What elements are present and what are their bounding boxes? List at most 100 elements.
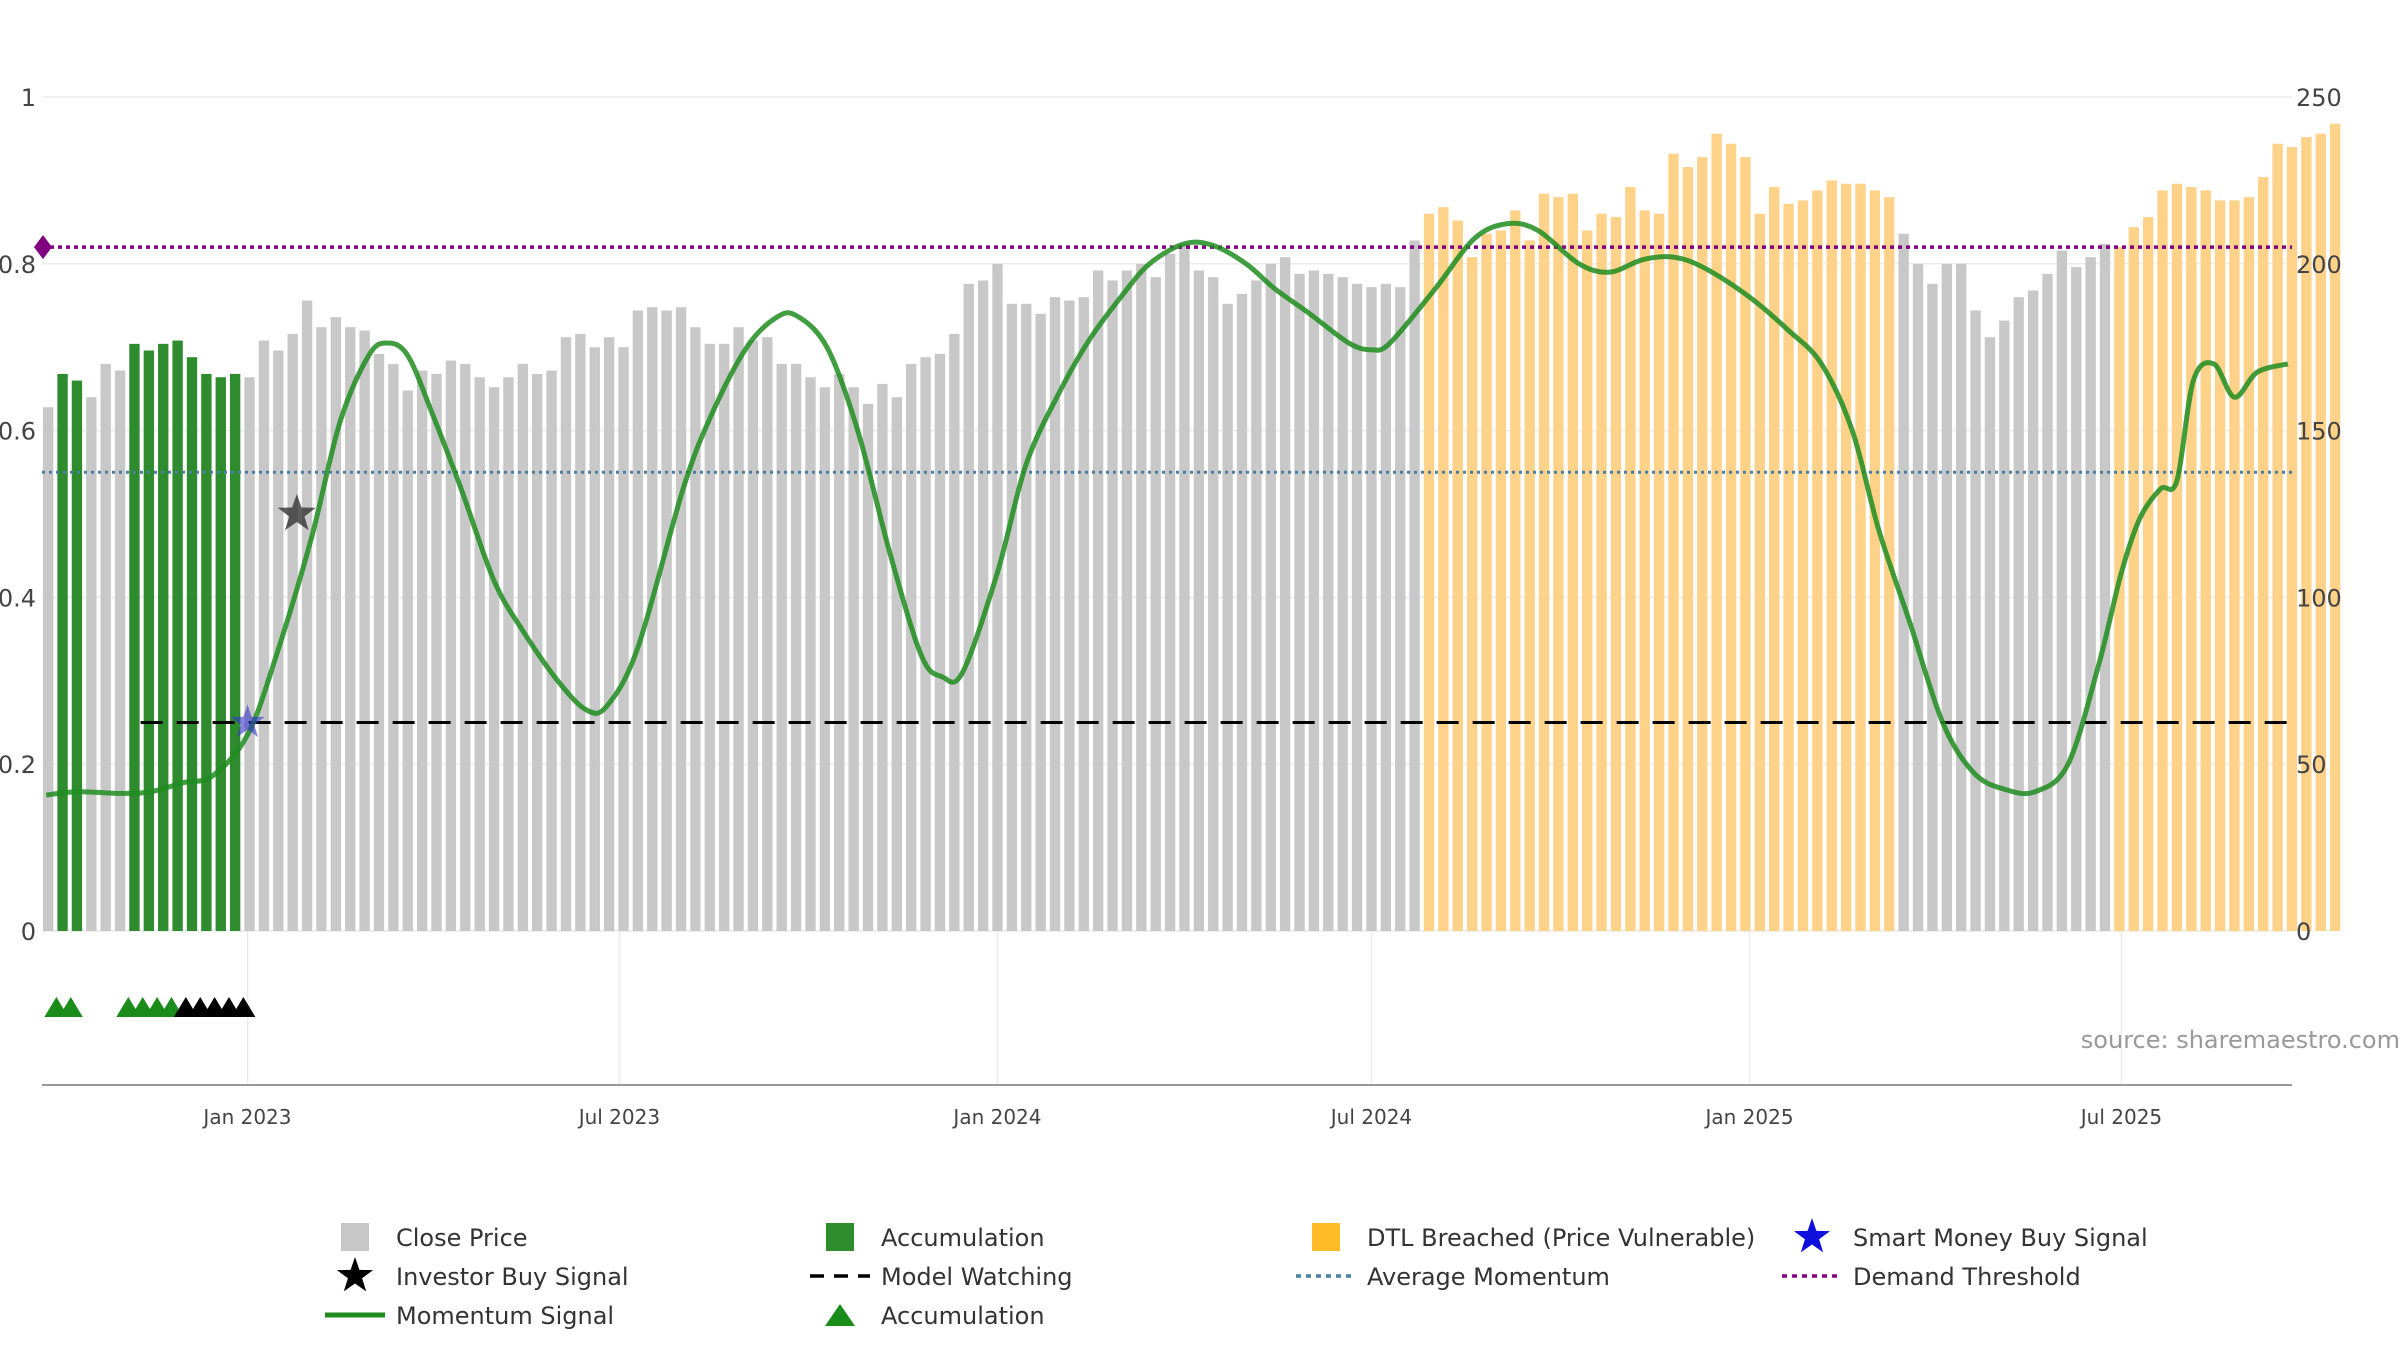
price-bar [1740, 157, 1751, 932]
price-bar [704, 343, 715, 931]
price-bar [1725, 143, 1737, 932]
price-bar [373, 353, 385, 931]
price-bar [1639, 210, 1650, 931]
price-bar [1179, 243, 1190, 931]
price-bar [287, 333, 298, 932]
x-tick-label: Jul 2023 [577, 1105, 660, 1129]
price-bar [431, 373, 442, 931]
price-bar [2071, 267, 2082, 931]
price-bar [402, 390, 413, 931]
price-bar [1769, 187, 1780, 931]
price-bar [2315, 133, 2326, 932]
legend-item-momentum: Momentum Signal [325, 1302, 614, 1330]
price-bar [1783, 203, 1794, 931]
price-bar [1452, 220, 1463, 931]
price-bar [1956, 263, 1967, 931]
legend-label: Demand Threshold [1853, 1263, 2081, 1291]
legend-item-dtl: DTL Breached (Price Vulnerable) [1312, 1223, 1755, 1252]
price-bar [1279, 257, 1291, 931]
left-tick-label: 0 [21, 918, 36, 946]
price-bar [1351, 283, 1363, 931]
price-bar [1668, 153, 1679, 931]
price-bar [172, 340, 183, 931]
price-bar [1409, 240, 1420, 931]
price-bar [2013, 297, 2024, 931]
x-tick-label: Jul 2025 [2079, 1105, 2162, 1129]
price-bar [2301, 137, 2312, 932]
x-tick-label: Jan 2025 [1703, 1105, 1793, 1129]
legend-label: Smart Money Buy Signal [1853, 1224, 2148, 1252]
signal-markers [44, 494, 316, 1017]
price-bar [862, 403, 874, 931]
price-bar [848, 387, 859, 931]
price-bar [805, 377, 816, 931]
price-bar [345, 327, 356, 932]
right-tick-label: 250 [2296, 84, 2342, 112]
legend-label: Close Price [396, 1224, 528, 1252]
price-bar [776, 363, 787, 931]
price-bar [690, 327, 701, 932]
legend-label: DTL Breached (Price Vulnerable) [1367, 1224, 1755, 1252]
price-bar [1524, 240, 1535, 931]
price-bar [891, 397, 902, 931]
price-bar [186, 357, 198, 931]
price-bar [1682, 167, 1694, 931]
price-bar [733, 327, 744, 932]
price-bar [2258, 177, 2269, 932]
price-bar [1308, 270, 1320, 931]
price-bar [330, 317, 342, 931]
left-tick-label: 0.4 [0, 584, 36, 612]
legend-swatch-investor [336, 1257, 374, 1292]
price-bar [359, 330, 370, 931]
price-bar [1927, 283, 1938, 931]
legend-item-demand: Demand Threshold [1782, 1263, 2081, 1291]
legend-swatch-accumulation [826, 1223, 854, 1251]
indicator-lines [34, 220, 2292, 798]
price-bar [129, 343, 140, 931]
source-label: source: sharemaestro.com [2081, 1026, 2400, 1054]
legend-item-accum_bar: Accumulation [826, 1223, 1045, 1252]
price-bar [1711, 133, 1722, 932]
price-bar [1164, 253, 1176, 932]
price-bar [2099, 243, 2111, 931]
price-bar [1466, 257, 1478, 931]
price-bar [618, 347, 629, 931]
price-bar [1006, 303, 1018, 931]
price-bar [2243, 197, 2255, 931]
price-bar [1193, 270, 1205, 931]
right-tick-label: 150 [2296, 418, 2342, 446]
price-bar [258, 340, 270, 931]
price-bar [647, 307, 658, 932]
price-bar [1380, 283, 1392, 931]
legend-item-avg: Average Momentum [1296, 1263, 1610, 1291]
demand-threshold-marker [34, 235, 52, 260]
price-bar [560, 337, 572, 931]
price-bar [2329, 123, 2341, 932]
price-bar [719, 343, 730, 931]
price-bar [2229, 200, 2240, 931]
price-bar [388, 363, 399, 931]
price-bar [273, 350, 284, 931]
x-tick-label: Jul 2024 [1329, 1105, 1412, 1129]
price-bar [906, 363, 917, 931]
price-bar [1222, 303, 1233, 931]
price-bar [2128, 227, 2139, 931]
price-bar [2085, 257, 2096, 931]
legend-label: Accumulation [881, 1302, 1045, 1330]
price-bar [1625, 187, 1636, 931]
price-bar [316, 327, 327, 932]
price-bar [1035, 313, 1046, 932]
price-bar [1150, 277, 1161, 931]
price-bar [934, 353, 946, 931]
price-bar [215, 377, 226, 931]
price-bar [2042, 273, 2053, 932]
price-bar [488, 387, 500, 931]
price-bar [1941, 263, 1952, 931]
price-bar [1208, 277, 1219, 931]
legend-swatch-smart-money [1793, 1218, 1831, 1253]
price-bar [747, 340, 759, 931]
price-bar [57, 373, 68, 931]
x-tick-label: Jan 2023 [201, 1105, 291, 1129]
price-bar [2142, 217, 2154, 931]
price-bar [790, 363, 802, 931]
